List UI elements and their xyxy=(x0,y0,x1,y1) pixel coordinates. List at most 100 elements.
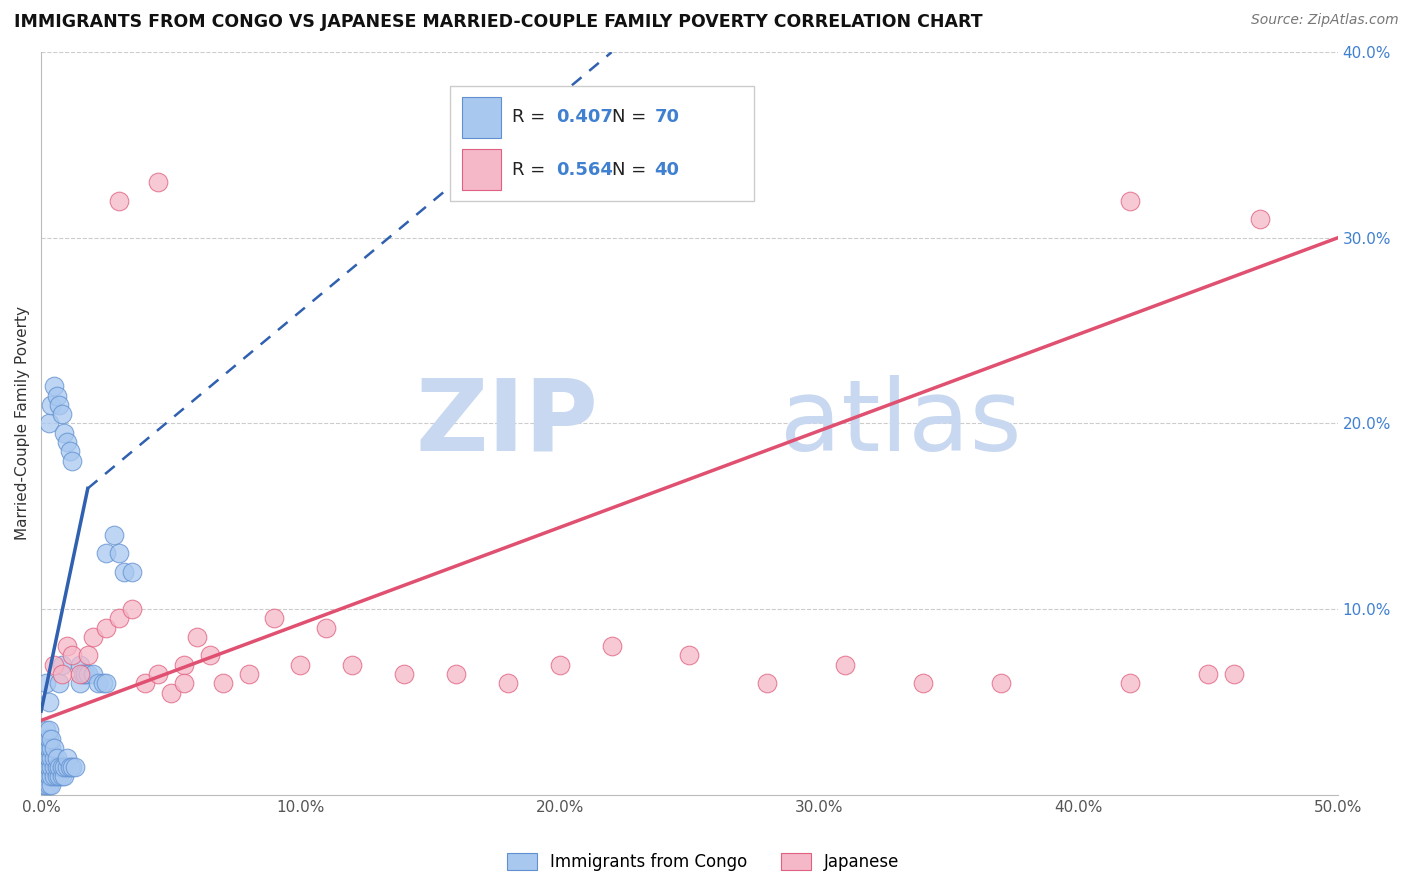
Point xyxy=(342,657,364,672)
Point xyxy=(94,621,117,635)
Point xyxy=(60,648,83,663)
Point xyxy=(56,435,79,450)
Point xyxy=(32,779,55,793)
Point xyxy=(496,676,519,690)
Point xyxy=(1119,676,1142,690)
Y-axis label: Married-Couple Family Poverty: Married-Couple Family Poverty xyxy=(15,307,30,541)
Point xyxy=(112,565,135,579)
Point xyxy=(42,769,65,783)
Point xyxy=(548,657,571,672)
Point xyxy=(56,750,79,764)
Point xyxy=(146,175,169,189)
Point xyxy=(42,657,65,672)
Point xyxy=(35,741,58,756)
Point xyxy=(51,667,73,681)
Point xyxy=(94,546,117,560)
Point xyxy=(69,667,91,681)
Point xyxy=(53,425,76,440)
Point xyxy=(41,741,63,756)
Point xyxy=(56,639,79,653)
Point xyxy=(186,630,208,644)
Point xyxy=(38,750,60,764)
Point xyxy=(76,648,98,663)
Point xyxy=(290,657,312,672)
Point xyxy=(51,760,73,774)
Point xyxy=(103,528,125,542)
Text: Source: ZipAtlas.com: Source: ZipAtlas.com xyxy=(1251,13,1399,28)
Point xyxy=(1249,212,1271,227)
Point xyxy=(1119,194,1142,208)
Point xyxy=(678,648,700,663)
Point xyxy=(392,667,415,681)
Point xyxy=(146,667,169,681)
Point xyxy=(238,667,260,681)
Point xyxy=(76,667,98,681)
Point xyxy=(75,667,97,681)
Point xyxy=(69,657,91,672)
Point xyxy=(51,407,73,421)
Point xyxy=(45,750,67,764)
Point xyxy=(60,760,83,774)
Point xyxy=(59,760,82,774)
Text: N =: N = xyxy=(612,161,651,178)
Point xyxy=(211,676,233,690)
Text: ZIP: ZIP xyxy=(416,375,599,472)
Point xyxy=(82,630,104,644)
Point xyxy=(48,760,70,774)
Text: N =: N = xyxy=(612,108,651,126)
Text: 0.564: 0.564 xyxy=(555,161,613,178)
Point xyxy=(834,657,856,672)
Point xyxy=(42,741,65,756)
Point xyxy=(48,769,70,783)
Point xyxy=(1223,667,1246,681)
Point xyxy=(35,723,58,737)
Point xyxy=(108,546,131,560)
Point xyxy=(911,676,934,690)
Point xyxy=(94,676,117,690)
Point xyxy=(32,731,55,746)
Point xyxy=(63,760,86,774)
Point xyxy=(600,639,623,653)
Point xyxy=(82,667,104,681)
Point xyxy=(38,769,60,783)
Text: 70: 70 xyxy=(654,108,679,126)
Point xyxy=(38,723,60,737)
Point xyxy=(32,769,55,783)
Point xyxy=(41,769,63,783)
Point xyxy=(173,676,195,690)
Point xyxy=(51,657,73,672)
Point xyxy=(41,760,63,774)
Point xyxy=(60,453,83,467)
Point xyxy=(38,695,60,709)
Point xyxy=(35,769,58,783)
FancyBboxPatch shape xyxy=(463,96,502,137)
Point xyxy=(38,741,60,756)
Point xyxy=(32,750,55,764)
Point xyxy=(42,760,65,774)
Point xyxy=(41,750,63,764)
Point xyxy=(263,611,285,625)
Point xyxy=(93,676,115,690)
Text: 0.407: 0.407 xyxy=(555,108,613,126)
Point xyxy=(173,657,195,672)
FancyBboxPatch shape xyxy=(463,149,502,190)
Point xyxy=(45,389,67,403)
Point xyxy=(53,760,76,774)
Point xyxy=(41,398,63,412)
Point xyxy=(990,676,1012,690)
Point xyxy=(51,769,73,783)
Point xyxy=(134,676,156,690)
Point xyxy=(159,685,181,699)
Point xyxy=(1197,667,1219,681)
Point xyxy=(35,750,58,764)
Point xyxy=(35,731,58,746)
Point xyxy=(35,760,58,774)
Point xyxy=(756,676,779,690)
Point xyxy=(48,676,70,690)
Point xyxy=(45,760,67,774)
Point xyxy=(45,769,67,783)
Point xyxy=(42,750,65,764)
Point xyxy=(35,676,58,690)
Point xyxy=(42,379,65,393)
Text: 40: 40 xyxy=(654,161,679,178)
